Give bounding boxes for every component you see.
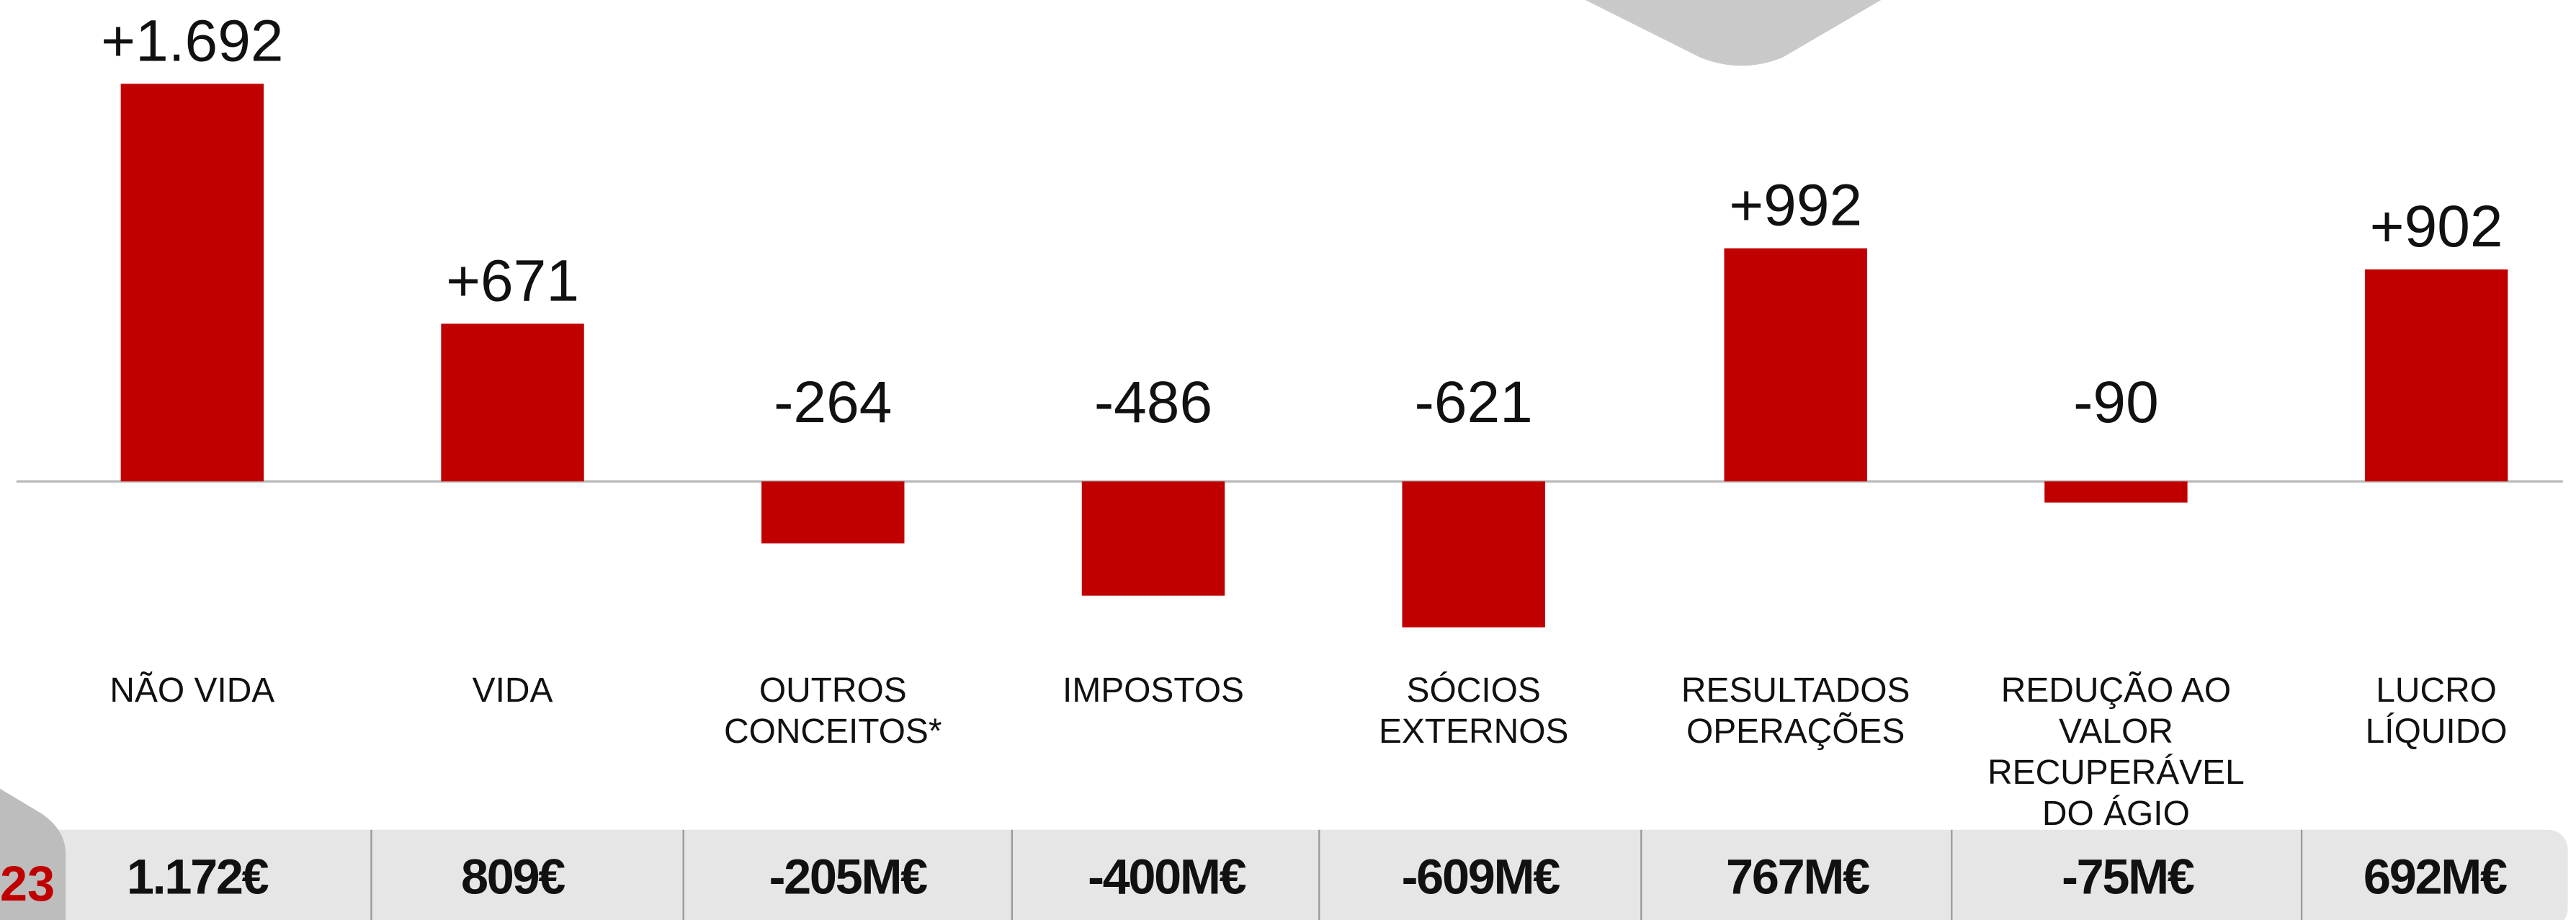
bar — [441, 323, 583, 481]
bar — [121, 84, 264, 481]
page: 23 +1.692 +671 -264 -486 -621 +992 -90 +902 NÃO… — [0, 0, 2576, 920]
table-cell: 692M€ — [2287, 851, 2576, 907]
table-cell: 767M€ — [1650, 851, 1946, 907]
category-label: OUTROS CONCEITOS* — [702, 670, 965, 752]
table-cell: 1.172€ — [49, 851, 345, 907]
table-cell: -609M€ — [1333, 851, 1629, 907]
category-label: NÃO VIDA — [61, 670, 323, 711]
bar — [1402, 481, 1544, 628]
value-label: +992 — [1729, 173, 1862, 238]
value-label: -90 — [2073, 370, 2159, 435]
value-label: -621 — [1415, 370, 1533, 435]
value-label: -264 — [774, 370, 892, 435]
table-cell: -400M€ — [1019, 851, 1315, 907]
value-label: +671 — [446, 248, 579, 313]
category-label: VIDA — [381, 670, 644, 711]
category-label: IMPOSTOS — [1022, 670, 1285, 711]
value-label: +902 — [2370, 194, 2503, 259]
bar — [2365, 269, 2508, 481]
category-label: SÓCIOS EXTERNOS — [1342, 670, 1605, 752]
year-label: 23 — [0, 857, 55, 911]
table-cell: -205M€ — [700, 851, 996, 907]
bar — [1082, 481, 1225, 596]
bar — [761, 481, 904, 543]
table-cell: 809€ — [365, 851, 661, 907]
bar — [1724, 249, 1866, 482]
value-label: +1.692 — [101, 8, 283, 73]
decoration — [1586, 0, 1882, 66]
slide: 23 +1.692 +671 -264 -486 -621 +992 -90 +902 NÃO… — [0, 0, 2576, 920]
bar — [2044, 481, 2187, 502]
value-label: -486 — [1094, 370, 1212, 435]
category-label: REDUÇÃO AO VALOR RECUPERÁVEL DO ÁGIO — [1985, 670, 2248, 834]
category-label: RESULTADOS OPERAÇÕES — [1664, 670, 1927, 752]
table-cell: -75M€ — [1980, 851, 2276, 907]
category-label: LUCRO LÍQUIDO — [2305, 670, 2568, 752]
